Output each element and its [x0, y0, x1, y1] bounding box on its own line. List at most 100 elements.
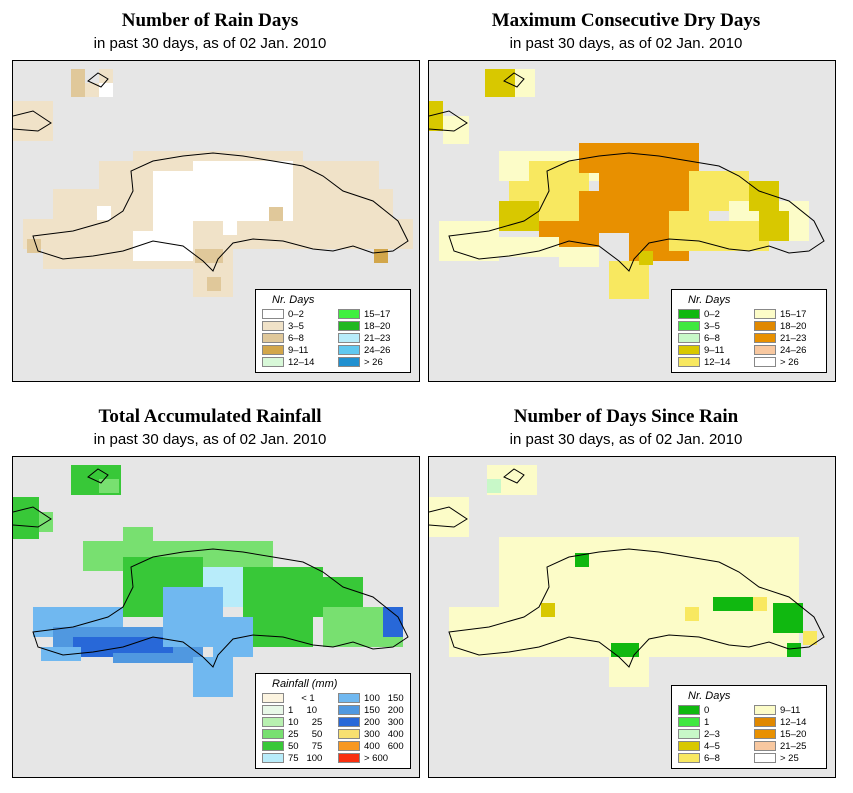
- legend-swatch: [262, 321, 284, 331]
- legend-item: 100 150: [338, 692, 404, 704]
- legend-item: 21–23: [338, 332, 404, 344]
- legend-swatch: [754, 717, 776, 727]
- legend-swatch: [338, 741, 360, 751]
- panel-title: Total Accumulated Rainfall: [98, 406, 322, 427]
- legend-title: Nr. Days: [688, 690, 731, 702]
- island-outline: [448, 548, 825, 668]
- panel-title: Number of Rain Days: [121, 10, 299, 31]
- grid-cells: [13, 69, 413, 297]
- island-outline: [448, 152, 825, 272]
- map-grid: [429, 69, 825, 299]
- panel-total-rainfall: Total Accumulated Rainfall in past 30 da…: [0, 396, 420, 791]
- legend-item: < 1: [262, 692, 328, 704]
- legend-item: > 600: [338, 752, 404, 764]
- legend-swatch: [754, 729, 776, 739]
- legend-swatch: [754, 705, 776, 715]
- legend-swatch: [678, 321, 700, 331]
- legend-swatch: [262, 741, 284, 751]
- legend-swatch: [754, 309, 776, 319]
- legend-item: 15–17: [338, 308, 404, 320]
- map-grid: [429, 465, 825, 687]
- legend-swatch: [338, 717, 360, 727]
- legend: Nr. Days 0 1 2–3 4–5 6–8 9–11 12–14 15–2…: [671, 685, 827, 769]
- legend-item: 15–20: [754, 728, 820, 740]
- legend-swatch: [338, 357, 360, 367]
- legend-swatch: [262, 693, 284, 703]
- legend-item: 25 50: [262, 728, 328, 740]
- legend-item: 75 100: [262, 752, 328, 764]
- legend-title: Rainfall (mm): [272, 678, 338, 690]
- legend-item: 0–2: [262, 308, 328, 320]
- legend-swatch: [338, 345, 360, 355]
- panel-title: Number of Days Since Rain: [513, 406, 739, 427]
- legend-swatch: [678, 729, 700, 739]
- panel-subtitle: in past 30 days, as of 02 Jan. 2010: [93, 431, 327, 448]
- island-outline: [32, 152, 409, 272]
- legend-swatch: [678, 753, 700, 763]
- legend-item: 12–14: [262, 356, 328, 368]
- legend-item: 12–14: [678, 356, 744, 368]
- legend: Rainfall (mm) < 1 1 10 10 25 25 50 50 75…: [255, 673, 411, 769]
- legend-swatch: [262, 345, 284, 355]
- legend-item: 3–5: [678, 320, 744, 332]
- panel-subtitle: in past 30 days, as of 02 Jan. 2010: [509, 431, 743, 448]
- legend-item: 9–11: [678, 344, 744, 356]
- grid-cells: [429, 465, 817, 687]
- legend-item: 1: [678, 716, 744, 728]
- legend-swatch: [262, 309, 284, 319]
- legend: Nr. Days 0–2 3–5 6–8 9–11 12–14 15–17 18…: [671, 289, 827, 373]
- legend-item: 3–5: [262, 320, 328, 332]
- panel-days-since-rain: Number of Days Since Rain in past 30 day…: [416, 396, 836, 791]
- legend-item: 150 200: [338, 704, 404, 716]
- map-rain-days: Nr. Days 0–2 3–5 6–8 9–11 12–14 15–17 18…: [12, 60, 420, 382]
- legend-item: 10 25: [262, 716, 328, 728]
- panel-rain-days: Number of Rain Days in past 30 days, as …: [0, 0, 420, 395]
- map-max-dry-days: Nr. Days 0–2 3–5 6–8 9–11 12–14 15–17 18…: [428, 60, 836, 382]
- panel-title: Maximum Consecutive Dry Days: [491, 10, 761, 31]
- legend-swatch: [678, 345, 700, 355]
- legend-swatch: [262, 729, 284, 739]
- legend: Nr. Days 0–2 3–5 6–8 9–11 12–14 15–17 18…: [255, 289, 411, 373]
- legend-item: 21–23: [754, 332, 820, 344]
- legend-item: 6–8: [678, 332, 744, 344]
- legend-swatch: [754, 741, 776, 751]
- legend-item: > 25: [754, 752, 820, 764]
- legend-item: 18–20: [754, 320, 820, 332]
- legend-item: 24–26: [338, 344, 404, 356]
- legend-swatch: [338, 693, 360, 703]
- legend-item: 6–8: [262, 332, 328, 344]
- legend-item: 1 10: [262, 704, 328, 716]
- legend-swatch: [678, 333, 700, 343]
- legend-item: 9–11: [262, 344, 328, 356]
- map-total-rainfall: Rainfall (mm) < 1 1 10 10 25 25 50 50 75…: [12, 456, 420, 778]
- legend-item: 0: [678, 704, 744, 716]
- grid-cells: [429, 69, 809, 299]
- legend-item: 12–14: [754, 716, 820, 728]
- legend-swatch: [262, 717, 284, 727]
- legend-swatch: [338, 321, 360, 331]
- map-days-since-rain: Nr. Days 0 1 2–3 4–5 6–8 9–11 12–14 15–2…: [428, 456, 836, 778]
- map-grid: [13, 69, 413, 297]
- map-grid: [13, 465, 409, 697]
- legend-swatch: [678, 357, 700, 367]
- panel-max-dry-days: Maximum Consecutive Dry Days in past 30 …: [416, 0, 836, 395]
- legend-swatch: [338, 729, 360, 739]
- legend-swatch: [754, 333, 776, 343]
- legend-swatch: [338, 705, 360, 715]
- legend-swatch: [754, 753, 776, 763]
- legend-title: Nr. Days: [272, 294, 315, 306]
- legend-swatch: [262, 357, 284, 367]
- legend-item: > 26: [754, 356, 820, 368]
- legend-item: > 26: [338, 356, 404, 368]
- legend-swatch: [754, 357, 776, 367]
- legend-item: 0–2: [678, 308, 744, 320]
- legend-swatch: [678, 309, 700, 319]
- legend-swatch: [754, 345, 776, 355]
- legend-item: 21–25: [754, 740, 820, 752]
- grid-cells: [13, 465, 403, 697]
- legend-swatch: [678, 741, 700, 751]
- legend-swatch: [678, 705, 700, 715]
- legend-swatch: [262, 333, 284, 343]
- legend-item: 50 75: [262, 740, 328, 752]
- legend-item: 18–20: [338, 320, 404, 332]
